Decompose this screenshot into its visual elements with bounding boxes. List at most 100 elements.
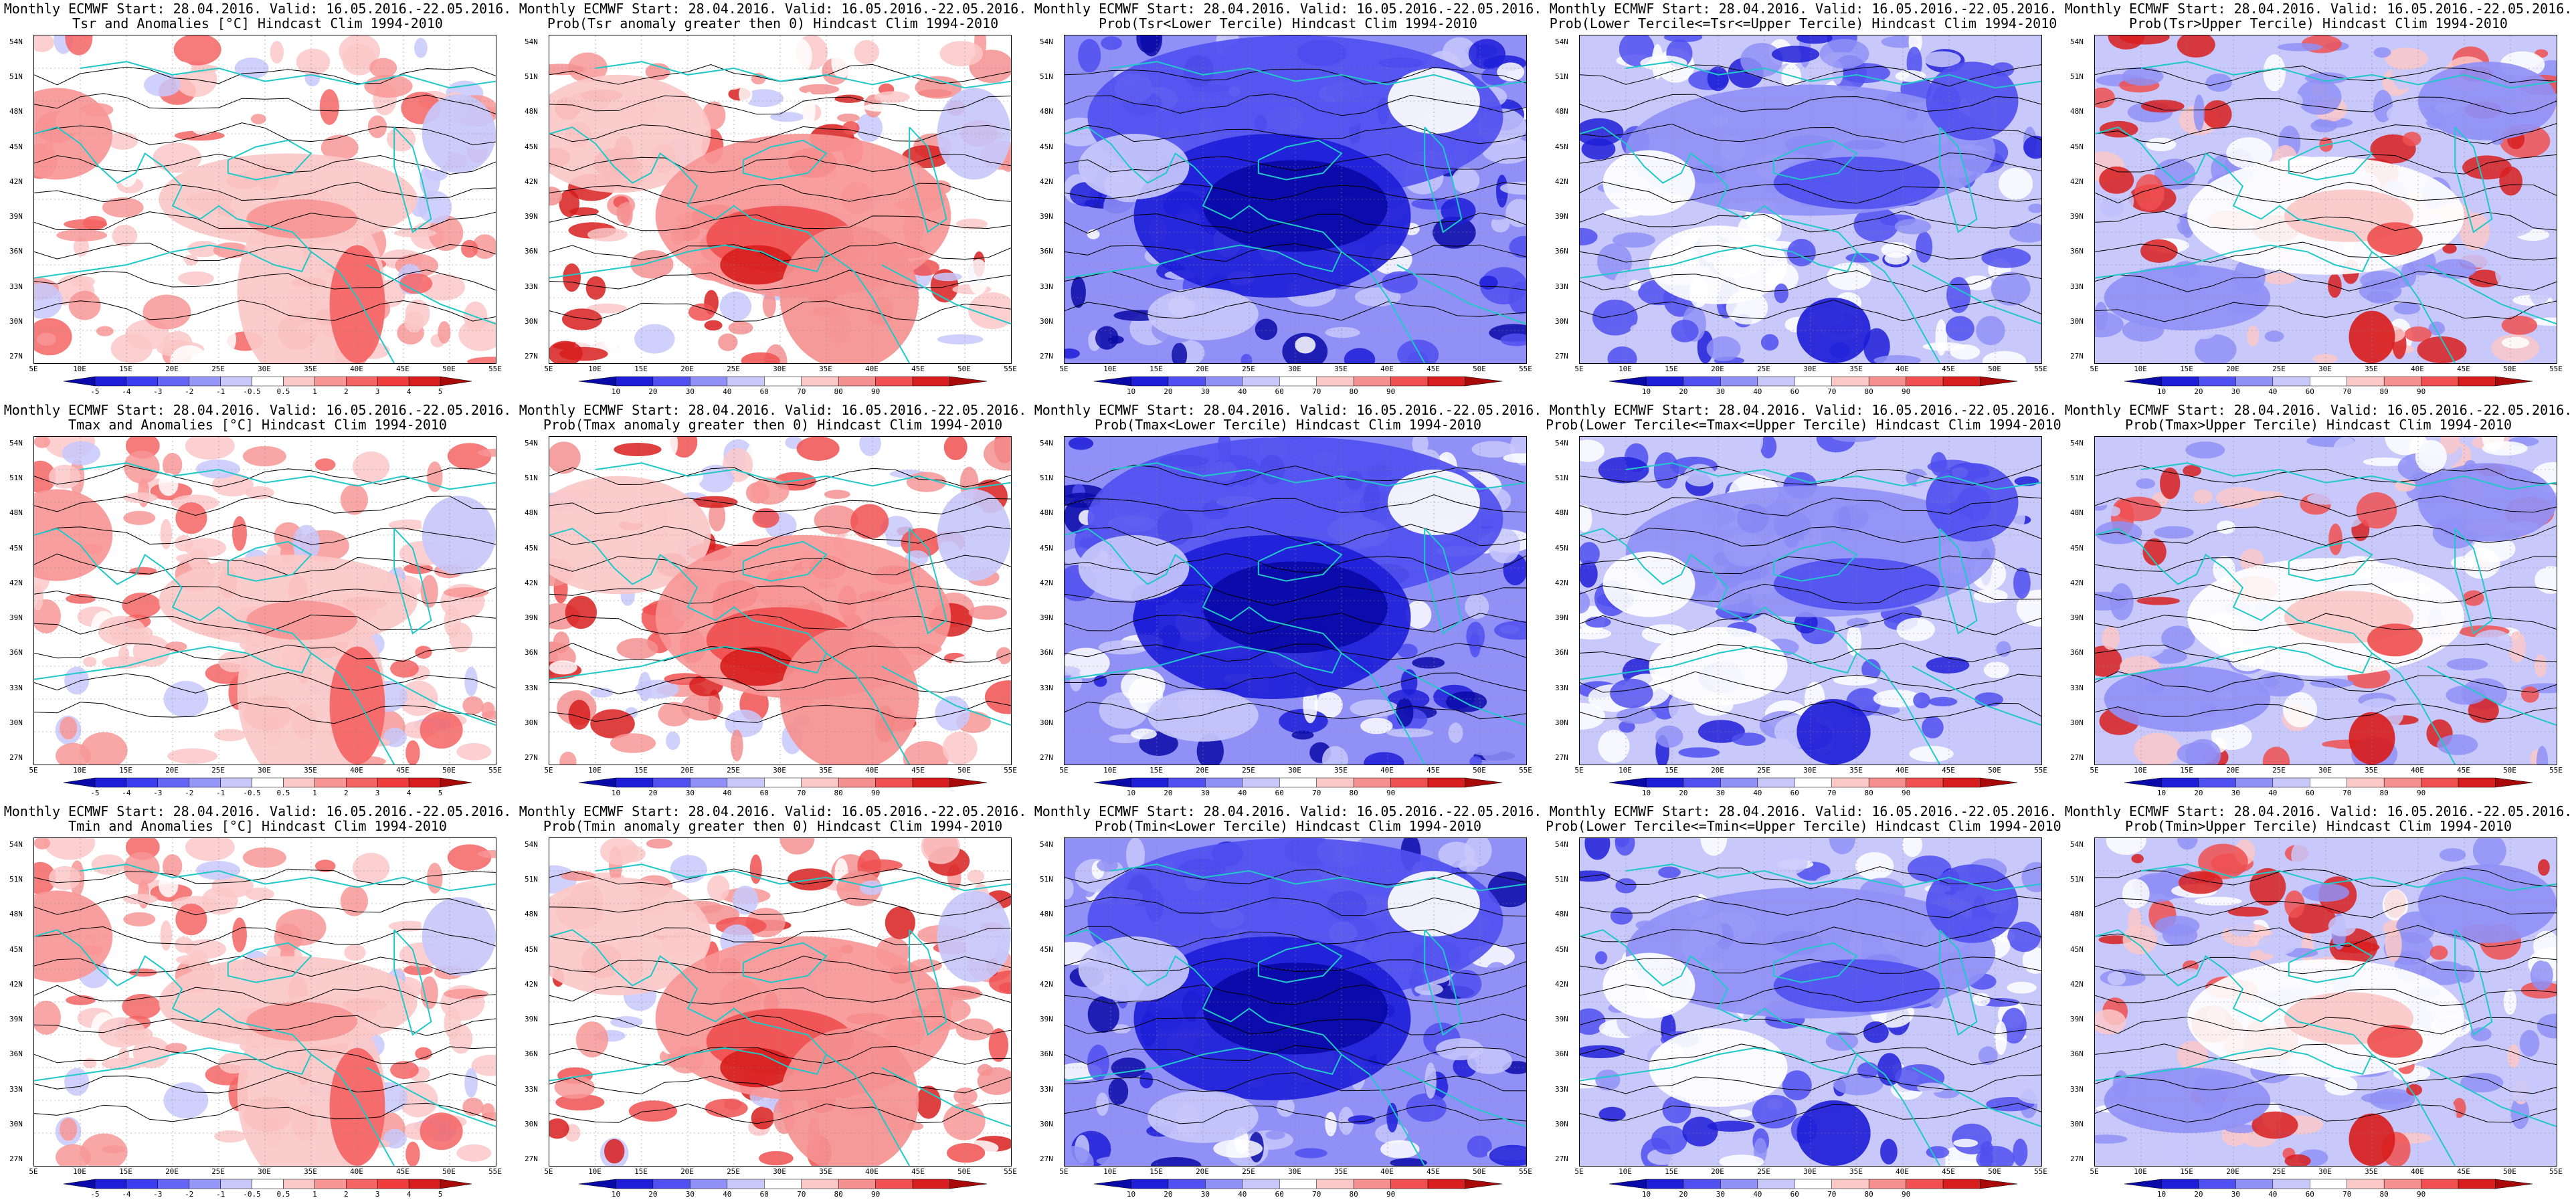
contour-line (2095, 583, 2557, 604)
field-cell (1469, 756, 1482, 765)
field-cell (600, 838, 638, 866)
field-cell (786, 38, 812, 74)
coastline (2371, 652, 2456, 765)
colorbar-strip (578, 777, 988, 788)
contour-line (549, 585, 1011, 605)
latitude-label: 27N (1040, 753, 1053, 762)
colorbar-segment (1427, 777, 1465, 788)
field-cell (2360, 271, 2402, 290)
contour-line (34, 300, 496, 322)
colorbar-tick-label: 80 (834, 1190, 843, 1199)
field-cell (2373, 47, 2391, 58)
field-region (780, 627, 919, 765)
longitude-label: 10E (588, 766, 602, 775)
longitude-label: 50E (1988, 766, 2001, 775)
map-canvas (549, 838, 1011, 1166)
longitude-label: 40E (2411, 766, 2424, 775)
colorbar-tick-label: 70 (1827, 1190, 1837, 1199)
field-cell (984, 680, 1011, 714)
field-cell (1405, 601, 1432, 629)
colorbar-tick-label: 5 (438, 387, 443, 396)
colorbar-segment (2421, 376, 2459, 387)
field-cell (977, 1067, 1011, 1096)
longitude-label: 15E (1149, 365, 1163, 373)
latitude-label: 48N (1040, 107, 1053, 116)
field-cell (405, 740, 420, 765)
field-cell (697, 464, 734, 493)
map-canvas (549, 35, 1011, 363)
field-cell (245, 888, 274, 901)
field-cell (2503, 989, 2516, 1015)
longitude-label: 10E (2134, 766, 2147, 775)
latitude-label: 51N (1040, 72, 1053, 82)
coastline (1396, 666, 1526, 726)
colorbar-tick-label: 40 (723, 789, 732, 797)
colorbar-segment (126, 376, 159, 387)
latitude-label: 51N (2070, 474, 2084, 483)
field-cell (1468, 39, 1505, 70)
coastline (366, 666, 496, 726)
contour-line (34, 672, 496, 694)
latitude-label: 36N (1555, 247, 1568, 256)
colorbar-segment (2347, 1179, 2385, 1189)
field-region (246, 199, 357, 239)
field-cell (1819, 39, 1869, 69)
latitude-label: 30N (1555, 1119, 1568, 1128)
contour-line (2095, 1043, 2557, 1066)
latitude-label: 45N (1040, 142, 1053, 151)
field-cell (1414, 983, 1443, 995)
contour-line (34, 701, 496, 724)
field-cell (388, 920, 428, 932)
colorbar-strip (1093, 777, 1503, 788)
longitude-label: 15E (1149, 1167, 1163, 1176)
longitude-label: 40E (1896, 1167, 1909, 1176)
field-cell (390, 1061, 419, 1079)
longitude-label: 15E (119, 365, 132, 373)
field-cell (142, 236, 174, 245)
field-cell (1467, 1135, 1492, 1158)
colorbar: 10 20 30 40 60 70 80 90 (1608, 1179, 2018, 1199)
coastline (1772, 540, 1858, 582)
field-cell (949, 1062, 966, 1078)
contour-line (549, 1102, 1011, 1124)
field-cell (387, 126, 416, 152)
field-cell (1923, 51, 1961, 68)
field-cell (2095, 492, 2114, 506)
map-frame (2094, 837, 2557, 1167)
longitude-label: 55E (1004, 766, 1017, 775)
field-cell (2468, 270, 2501, 288)
contour-line (1580, 270, 2041, 292)
latitude-label: 51N (1555, 72, 1568, 82)
field-cell (1863, 328, 1890, 363)
field-cell (2146, 137, 2177, 152)
coastline (2427, 264, 2557, 325)
field-cell (836, 871, 882, 906)
latitude-label: 27N (1040, 1155, 1053, 1163)
longitude-label: 5E (1574, 365, 1584, 373)
field-cell (563, 263, 581, 292)
latitude-label: 30N (2070, 316, 2084, 326)
field-cell (1497, 62, 1525, 82)
field-cell (837, 113, 860, 122)
field-cell (2263, 676, 2279, 688)
field-cell (903, 740, 949, 765)
field-cell (1469, 631, 1481, 658)
latitude-label: 30N (1040, 718, 1053, 727)
field-cell (1896, 617, 1935, 641)
colorbar-tick-label: -2 (185, 387, 194, 396)
colorbar-tick-label: 40 (723, 387, 732, 396)
field-cell (167, 748, 218, 764)
longitude-label: 30E (773, 766, 786, 775)
longitude-label: 35E (1849, 766, 1863, 775)
contour-line (549, 700, 1011, 723)
longitude-label: 25E (727, 365, 740, 373)
colorbar-tick-label: 70 (797, 387, 806, 396)
colorbar-tick-label: 20 (2194, 1190, 2203, 1199)
field-cell (1448, 722, 1463, 743)
longitude-label: 55E (1004, 365, 1017, 373)
field-cell (939, 41, 984, 67)
colorbar: 10 20 30 40 60 70 80 90 (1093, 376, 1503, 397)
field-cell (2194, 896, 2242, 906)
contour-line (1580, 984, 2041, 1006)
field-cell (2193, 489, 2213, 504)
